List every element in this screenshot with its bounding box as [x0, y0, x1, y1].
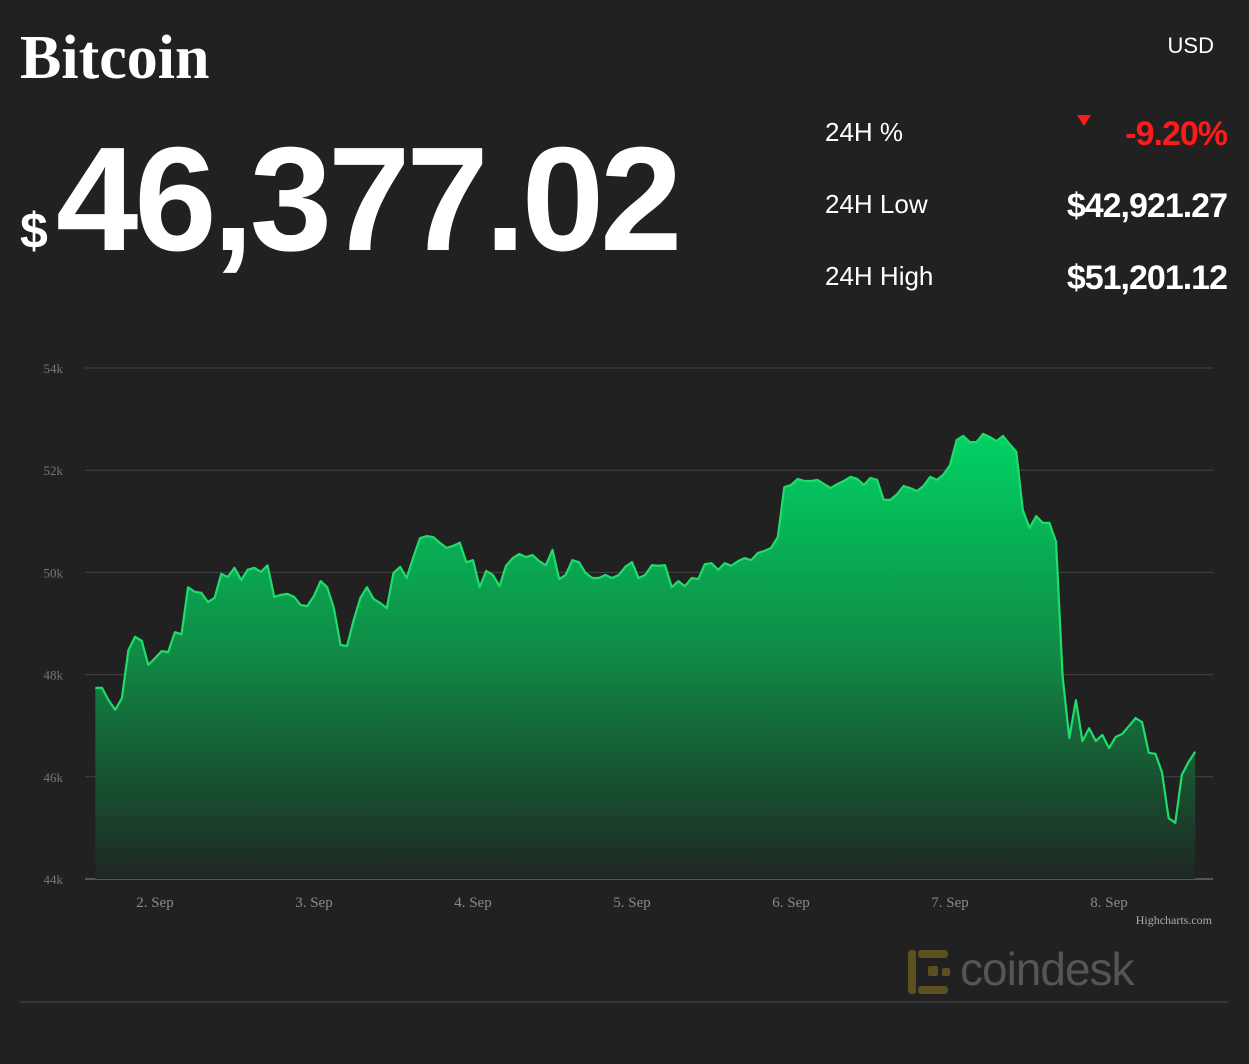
price-line — [95, 432, 1197, 824]
price: 46,377.02 — [56, 117, 678, 282]
y-tick-label: 44k — [44, 872, 64, 887]
currency: USD — [1168, 33, 1214, 58]
x-tick-label: 3. Sep — [295, 895, 333, 911]
x-tick-label: 7. Sep — [931, 895, 969, 911]
y-tick-label: 50k — [44, 565, 64, 580]
x-tick-label: 6. Sep — [772, 895, 810, 911]
stat-value: -9.20% — [1125, 115, 1227, 153]
logo-text: coindesk — [960, 943, 1136, 995]
area-fill — [95, 433, 1196, 879]
stat-value: $51,201.12 — [1067, 259, 1227, 297]
logo-icon — [908, 950, 950, 994]
x-tick-label: 8. Sep — [1090, 895, 1128, 911]
y-tick-label: 52k — [44, 463, 64, 478]
y-tick-label: 54k — [44, 361, 64, 376]
credits: Highcharts.com — [1136, 913, 1213, 927]
stat-label: 24H High — [825, 261, 933, 291]
down-arrow — [1077, 115, 1091, 126]
x-tick-label: 5. Sep — [613, 895, 651, 911]
plot: 44k 46k 48k 50k 52k 54k 2. Sep 3. Sep 4. Sep 5. S… — [44, 361, 1213, 911]
stat-label: 24H % — [825, 117, 903, 147]
x-tick-label: 2. Sep — [136, 895, 174, 911]
y-tick-label: 48k — [44, 668, 64, 683]
price-symbol: $ — [20, 203, 48, 259]
stat-label: 24H Low — [825, 189, 928, 219]
stat-value: $42,921.27 — [1067, 187, 1227, 225]
y-tick-label: 46k — [44, 770, 64, 785]
x-tick-label: 4. Sep — [454, 895, 492, 911]
coin-title: Bitcoin — [20, 24, 209, 92]
